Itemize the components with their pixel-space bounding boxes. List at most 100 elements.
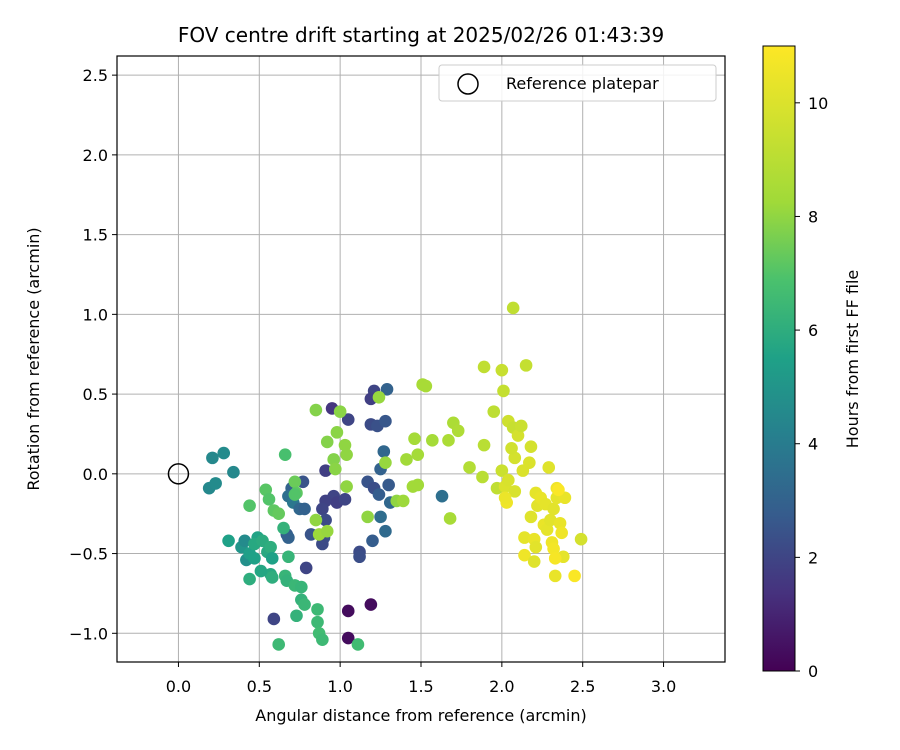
data-point xyxy=(508,485,522,498)
data-point xyxy=(568,569,581,583)
colorbar-tick-label: 4 xyxy=(808,435,818,454)
data-point xyxy=(379,524,392,538)
data-point xyxy=(316,633,329,646)
x-tick-label: 0.5 xyxy=(247,677,272,696)
legend: Reference platepar xyxy=(438,64,717,102)
data-point xyxy=(540,523,554,536)
colorbar-tick-label: 8 xyxy=(808,207,818,226)
data-point xyxy=(338,438,352,452)
data-point xyxy=(411,478,425,492)
data-point xyxy=(278,448,292,461)
data-point xyxy=(548,552,562,565)
colorbar-tick-label: 10 xyxy=(808,94,828,113)
data-point xyxy=(288,488,302,501)
data-point xyxy=(426,434,439,447)
colorbar: 0 2 4 6 8 10 Hours from first FF file xyxy=(762,45,862,681)
data-point xyxy=(372,390,386,404)
data-point xyxy=(282,531,295,544)
data-point xyxy=(209,477,222,490)
y-tick-label: 0.5 xyxy=(83,385,108,404)
data-point xyxy=(262,493,276,506)
data-point xyxy=(527,555,541,568)
data-point xyxy=(555,526,568,540)
y-tick-label: 0.0 xyxy=(83,465,108,484)
data-point xyxy=(227,465,240,479)
data-point xyxy=(502,473,515,487)
data-point xyxy=(523,456,536,469)
reference-platepar-marker xyxy=(167,463,190,485)
data-point xyxy=(290,609,303,623)
data-point xyxy=(206,451,219,465)
x-tick-label: 1.0 xyxy=(327,677,352,696)
data-point xyxy=(497,384,510,398)
data-point xyxy=(316,537,329,551)
data-point xyxy=(319,464,332,477)
legend-marker-icon xyxy=(457,73,479,95)
legend-label: Reference platepar xyxy=(506,74,659,93)
data-point xyxy=(243,499,256,513)
y-tick-label: −0.5 xyxy=(69,545,108,564)
data-point xyxy=(298,598,311,611)
data-point xyxy=(222,534,235,548)
data-point xyxy=(443,512,457,525)
data-point xyxy=(495,363,509,377)
data-point xyxy=(508,451,522,465)
y-tick-label: −1.0 xyxy=(69,624,108,643)
data-point xyxy=(341,413,355,426)
data-point xyxy=(477,438,491,452)
data-point xyxy=(265,552,279,565)
data-point xyxy=(309,403,323,417)
data-point xyxy=(272,638,286,651)
x-axis-ticks: 0.0 0.5 1.0 1.5 2.0 2.5 3.0 xyxy=(166,662,676,696)
data-point xyxy=(340,480,353,493)
data-point xyxy=(574,532,588,546)
data-point xyxy=(288,475,302,489)
data-point xyxy=(377,445,391,458)
data-point xyxy=(495,464,509,477)
data-point xyxy=(295,580,308,594)
colorbar-ticks: 0 2 4 6 8 10 xyxy=(795,94,828,681)
data-point xyxy=(411,448,425,461)
y-axis-label: Rotation from reference (arcmin) xyxy=(24,227,43,490)
data-point xyxy=(361,510,374,524)
x-tick-label: 2.5 xyxy=(570,677,595,696)
grid xyxy=(117,56,725,662)
y-tick-label: 2.5 xyxy=(83,66,108,85)
data-point xyxy=(419,379,433,393)
data-point xyxy=(552,483,565,497)
data-point xyxy=(511,429,525,442)
data-point xyxy=(277,521,290,535)
data-points xyxy=(202,301,588,651)
data-point xyxy=(518,548,531,562)
data-point xyxy=(333,405,347,418)
data-point xyxy=(259,483,273,497)
data-point xyxy=(463,461,476,474)
legend-box xyxy=(438,64,717,102)
x-tick-label: 1.5 xyxy=(408,677,433,696)
data-point xyxy=(476,470,489,484)
data-point xyxy=(319,513,332,527)
data-point xyxy=(505,442,518,455)
x-tick-label: 0.0 xyxy=(166,677,191,696)
data-point xyxy=(408,432,421,446)
data-point xyxy=(506,301,520,315)
data-point xyxy=(353,550,366,564)
data-point xyxy=(487,405,501,418)
data-point xyxy=(379,414,392,428)
data-point xyxy=(547,502,560,516)
colorbar-tick-label: 0 xyxy=(808,662,818,681)
x-tick-label: 3.0 xyxy=(651,677,676,696)
data-point xyxy=(519,359,533,372)
data-point xyxy=(351,638,365,651)
y-tick-label: 2.0 xyxy=(83,146,108,165)
data-point xyxy=(553,516,567,530)
data-point xyxy=(243,572,256,586)
data-point xyxy=(380,383,394,396)
x-axis-label: Angular distance from reference (arcmin) xyxy=(255,706,586,725)
data-point xyxy=(265,571,279,584)
data-point xyxy=(238,534,252,548)
data-point xyxy=(379,456,392,469)
data-point xyxy=(544,513,557,527)
data-point xyxy=(498,491,512,505)
data-point xyxy=(400,453,413,466)
